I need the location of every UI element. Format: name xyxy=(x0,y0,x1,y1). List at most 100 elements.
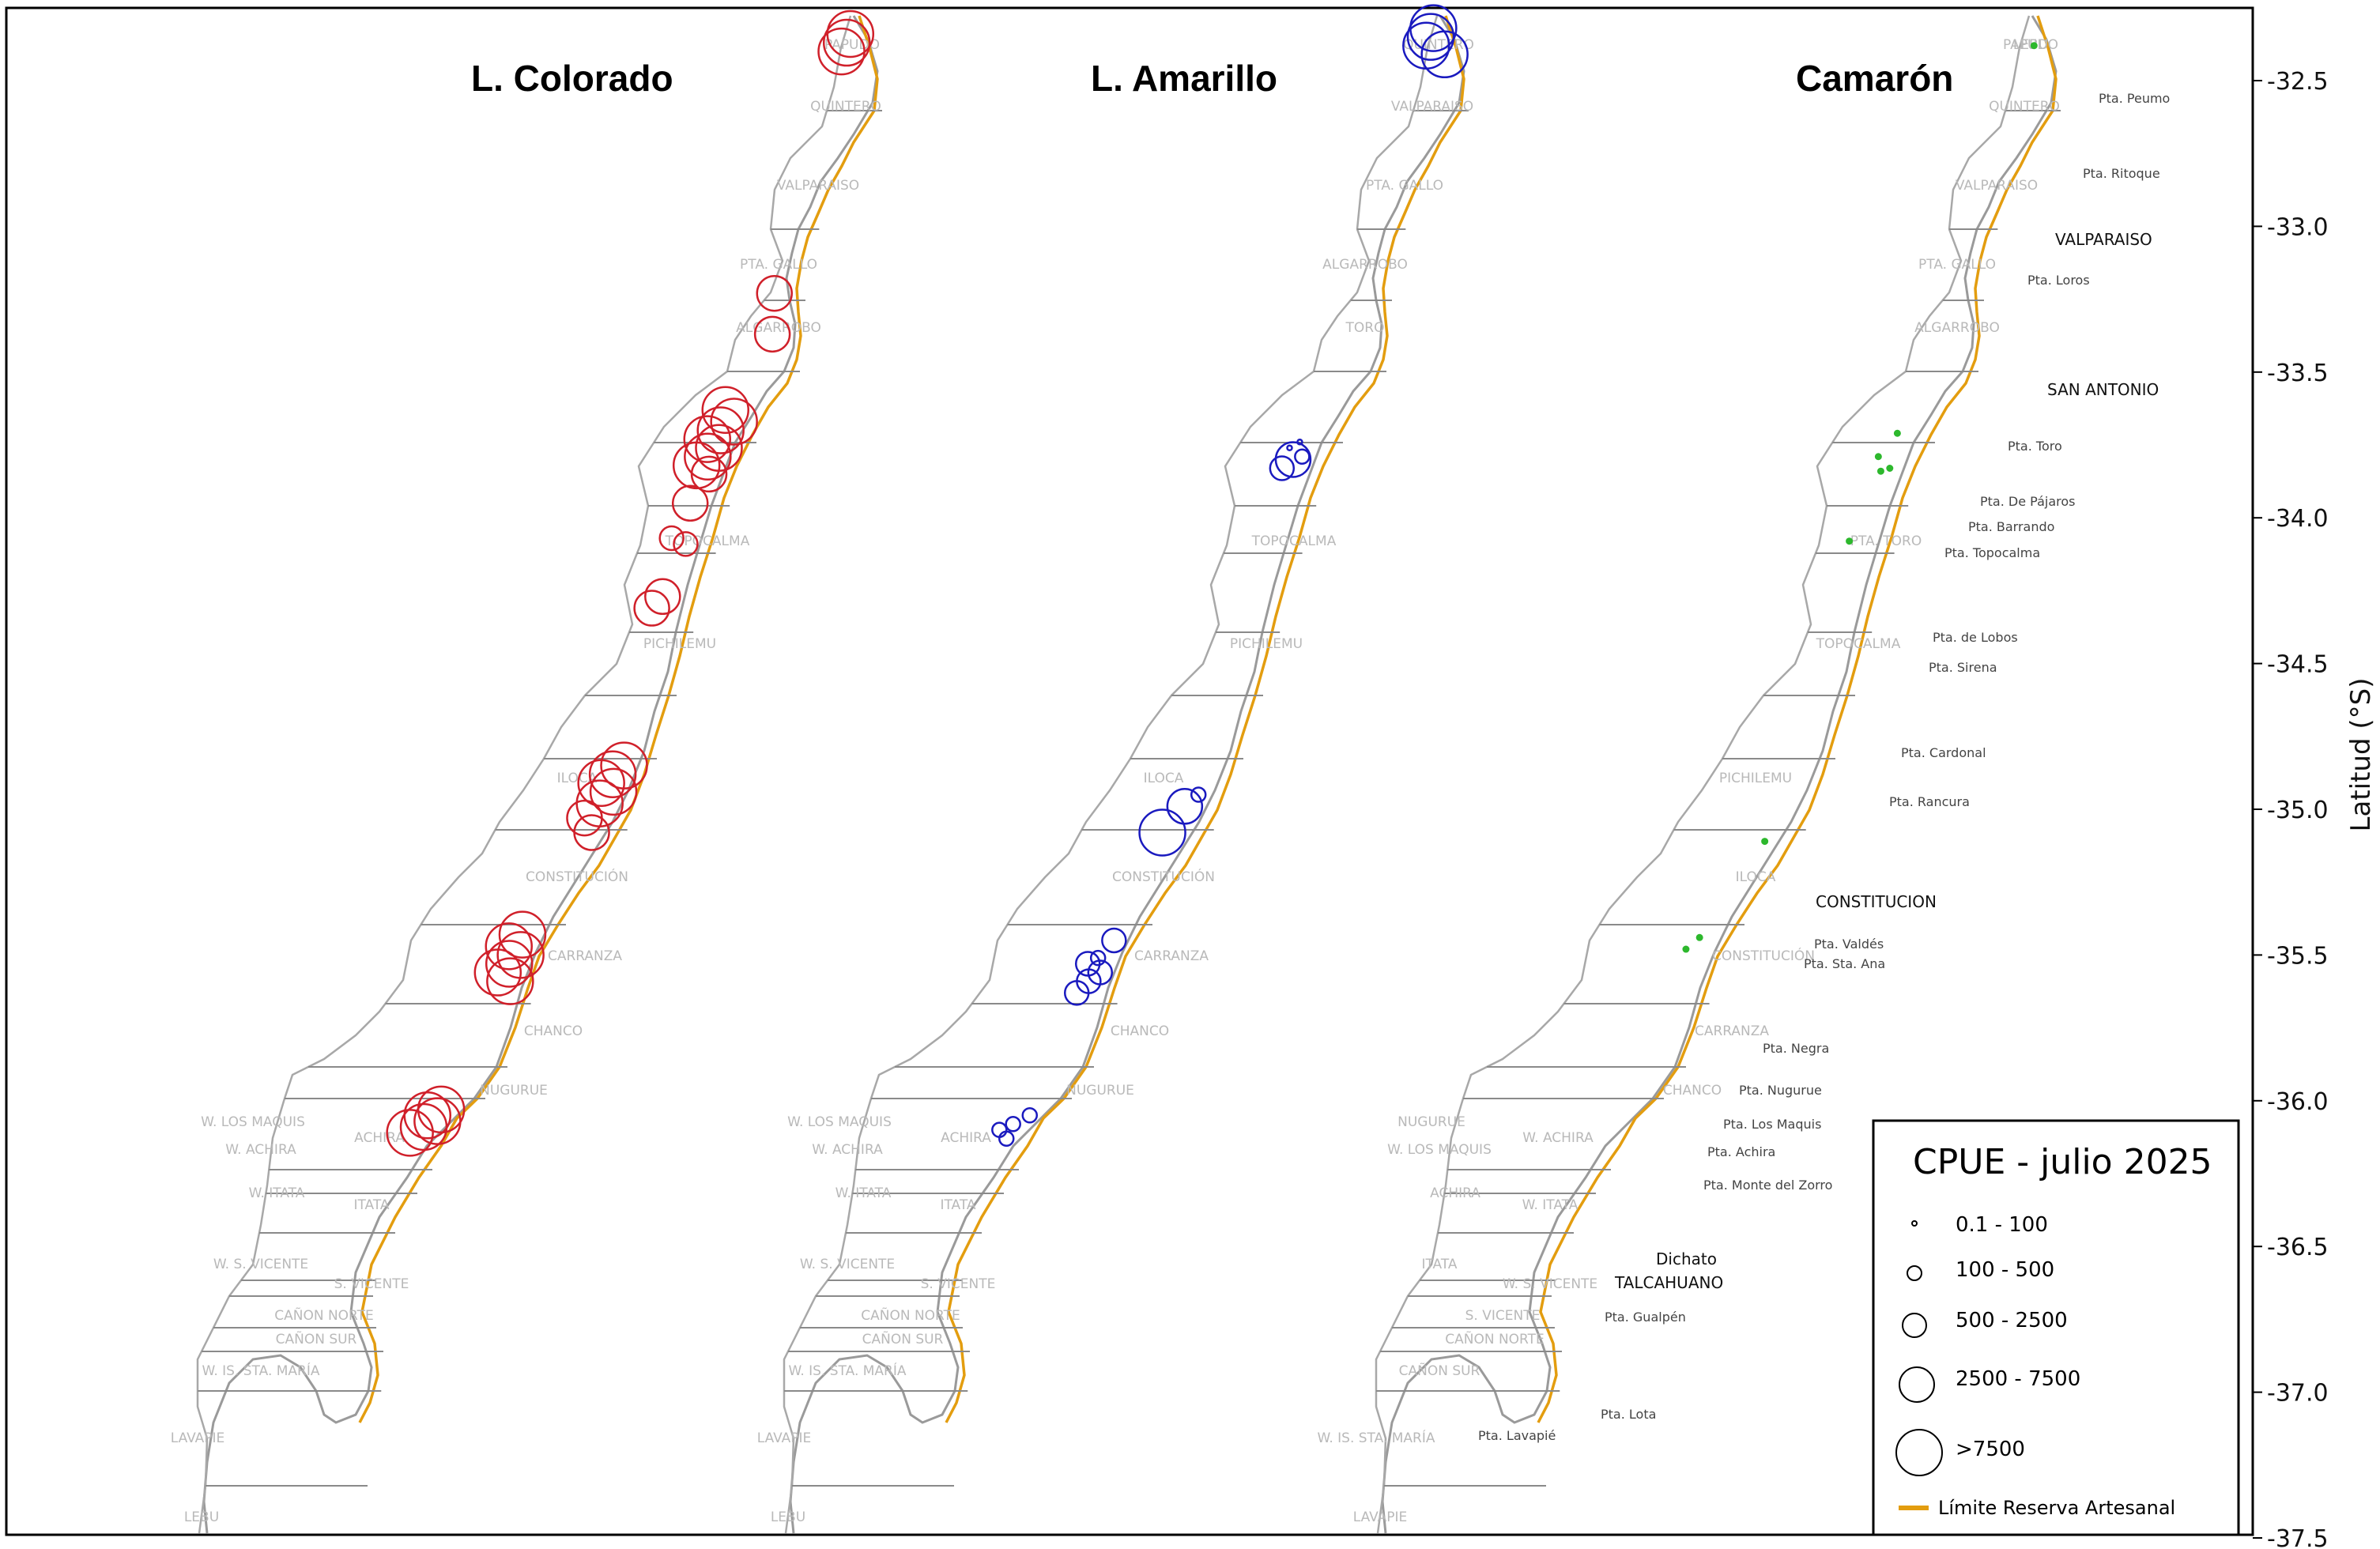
place-label: Pta. Loros xyxy=(2027,273,2090,288)
tick-label: -37.0 xyxy=(2267,1380,2329,1408)
cpue-point xyxy=(753,315,791,353)
zone-label: TORO xyxy=(1345,320,1385,336)
zone-label: W. ITATA xyxy=(1522,1197,1578,1213)
cpue-point xyxy=(644,578,681,616)
cpue-point xyxy=(817,27,866,76)
zone-label: CARRANZA xyxy=(548,948,622,964)
tick-label: -35.5 xyxy=(2267,942,2329,970)
zone-label: PTA. GALLO xyxy=(1366,178,1443,194)
cpue-point xyxy=(1274,441,1312,478)
zone-label: PTA. GALLO xyxy=(740,257,817,273)
tick-label: -36.0 xyxy=(2267,1088,2329,1116)
cpue-point xyxy=(1420,30,1469,79)
legend-symbol-0 xyxy=(1911,1220,1918,1227)
zone-label: PTA. GALLO xyxy=(1918,257,1996,273)
coastline xyxy=(789,15,1465,1534)
cpue-point xyxy=(672,441,721,490)
tick-label: -33.0 xyxy=(2267,213,2329,241)
cpue-point xyxy=(589,767,638,816)
place-label: Pta. Ritoque xyxy=(2083,166,2160,181)
zone-label: W. ACHIRA xyxy=(1522,1130,1594,1146)
cpue-point xyxy=(710,398,758,446)
zone-label: ITATA xyxy=(353,1197,389,1213)
tick-label: -34.5 xyxy=(2267,651,2329,679)
zone-label: ACHIRA xyxy=(1430,1185,1480,1201)
zone-label: W. ACHIRA xyxy=(812,1142,883,1158)
cpue-point xyxy=(1893,429,1901,437)
legend-label-0: 0.1 - 100 xyxy=(1956,1213,2048,1237)
legend-label-1: 100 - 500 xyxy=(1956,1258,2054,1282)
cpue-point xyxy=(1876,467,1884,475)
panel-title-amarillo: L. Amarillo xyxy=(1091,58,1277,99)
place-label: Pta. Sta. Ana xyxy=(1804,956,1885,971)
cpue-point xyxy=(1269,455,1296,481)
zone-label: W. ACHIRA xyxy=(225,1142,296,1158)
zone-label: ILOCA xyxy=(1144,771,1184,786)
cpue-point xyxy=(1294,448,1311,465)
cpue-point xyxy=(588,750,637,798)
place-label: Pta. Peumo xyxy=(2099,91,2170,106)
zone-label: NUGURUE xyxy=(1397,1114,1465,1130)
cpue-point xyxy=(1406,13,1455,61)
zone-label: W. IS. STA. MARÍA xyxy=(1317,1429,1435,1446)
cpue-point xyxy=(1089,949,1107,967)
zone-label: TOPOCALMA xyxy=(665,533,750,549)
zone-label: ILOCA xyxy=(557,771,598,786)
zone-label: W. S. VICENTE xyxy=(1503,1276,1597,1292)
zone-label: TOPOCALMA xyxy=(1816,636,1901,652)
zone-label: W. ITATA xyxy=(249,1185,305,1201)
place-label: Pta. Lota xyxy=(1601,1407,1656,1422)
place-label: Pta. de Lobos xyxy=(1933,630,2018,645)
cpue-point xyxy=(1682,945,1690,953)
cpue-point xyxy=(485,922,533,970)
cpue-point xyxy=(690,455,728,493)
zone-label: ITATA xyxy=(940,1197,975,1213)
zone-label: LAVAPIE xyxy=(171,1430,225,1446)
zone-label: CARRANZA xyxy=(1695,1023,1769,1039)
cpue-point xyxy=(658,525,685,552)
cpue-point xyxy=(399,1102,448,1151)
place-label: Pta. Cardonal xyxy=(1901,745,1986,760)
legend-title: CPUE - julio 2025 xyxy=(1913,1142,2212,1182)
panel-amarillo: QUINTERO VALPARAISO PTA. GALLO ALGARROBO TOR… xyxy=(757,4,1474,1534)
cpue-point xyxy=(683,415,732,463)
place-label: Pta. Gualpén xyxy=(1605,1310,1686,1325)
zone-label: LAVAPIE xyxy=(757,1430,812,1446)
cpue-point xyxy=(696,406,745,454)
cpue-point xyxy=(1286,444,1293,451)
cpue-point xyxy=(1190,786,1207,803)
zone-label: QUINTERO xyxy=(810,99,881,115)
zone-label: CAÑON NORTE xyxy=(274,1306,374,1324)
cpue-point xyxy=(485,940,534,988)
legend-symbol-4 xyxy=(1895,1429,1943,1476)
zone-outer-boundary xyxy=(1375,15,2031,1534)
zone-label: ILOCA xyxy=(1736,869,1776,885)
cpue-point xyxy=(1846,537,1854,545)
place-label: Pta. Rancura xyxy=(1889,794,1970,809)
city-label: CONSTITUCION xyxy=(1816,892,1937,911)
cpue-point xyxy=(756,274,793,312)
cpue-point xyxy=(1761,838,1769,846)
zone-label: CARRANZA xyxy=(1134,948,1209,964)
zone-label: CHANCO xyxy=(1663,1083,1722,1099)
legend-label-3: 2500 - 7500 xyxy=(1956,1367,2080,1391)
legend-symbol-1 xyxy=(1907,1265,1922,1281)
zone-outer-boundary xyxy=(783,15,1439,1534)
legend-symbol-2 xyxy=(1902,1313,1927,1338)
tick-label: -36.5 xyxy=(2267,1234,2329,1261)
zone-label: PICHILEMU xyxy=(1230,636,1303,652)
zone-label: CAÑON SUR xyxy=(862,1330,944,1347)
cpue-point xyxy=(1063,980,1090,1006)
zone-label: VALPARAISO xyxy=(1391,99,1473,115)
cpue-point xyxy=(577,759,625,808)
cpue-point xyxy=(1166,788,1204,825)
zone-label: CHANCO xyxy=(1111,1023,1169,1039)
zone-label: LAVAPIE xyxy=(1353,1509,1408,1525)
place-label: Pta. Achira xyxy=(1707,1144,1775,1159)
cpue-point xyxy=(822,18,871,67)
cpue-point xyxy=(1695,933,1703,941)
cpue-point xyxy=(1005,1116,1021,1133)
zone-label: QUINTERO xyxy=(1403,37,1474,53)
